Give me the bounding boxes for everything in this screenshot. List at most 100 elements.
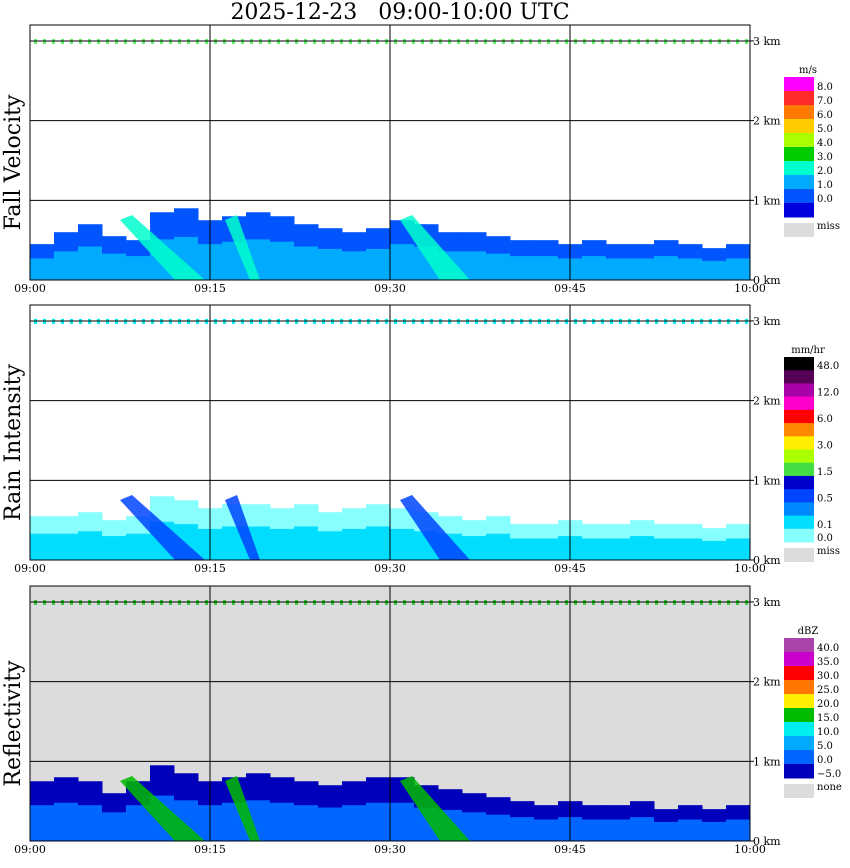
rain-intensity-colorbar-swatch bbox=[784, 515, 814, 530]
rain-intensity-colorbar-swatch bbox=[784, 502, 814, 517]
rain-intensity-colorbar-label: 0.5 bbox=[817, 493, 833, 504]
fall-velocity-echo-core bbox=[534, 256, 559, 280]
fall-velocity-echo-core bbox=[702, 260, 727, 280]
rain-intensity-fall-streak bbox=[120, 495, 205, 560]
fall-velocity-echo-core bbox=[462, 251, 487, 280]
fall-velocity-x-tick-label: 10:00 bbox=[734, 282, 766, 295]
fall-velocity-colorbar-swatch bbox=[784, 189, 814, 204]
fall-velocity-echo-core bbox=[606, 258, 631, 280]
fall-velocity-x-tick-label: 09:45 bbox=[554, 282, 586, 295]
rain-intensity-colorbar-swatch bbox=[784, 528, 814, 543]
fall-velocity-panel: 09:00 09:15 09:30 09:45 10:000 km 1 km 2 km 3 k… bbox=[1, 24, 840, 295]
rain-intensity-echo-core bbox=[318, 531, 343, 560]
rain-intensity-echo-core bbox=[654, 538, 679, 560]
rain-intensity-y-tick-label: 1 km bbox=[753, 474, 781, 487]
rain-intensity-echo-core bbox=[702, 540, 727, 560]
fall-velocity-y-tick-label: 3 km bbox=[753, 35, 781, 48]
fall-velocity-colorbar-swatch bbox=[784, 105, 814, 120]
reflectivity-colorbar-label: 10.0 bbox=[817, 727, 839, 738]
fall-velocity-colorbar-label: 7.0 bbox=[817, 96, 833, 107]
fall-velocity-colorbar-swatch bbox=[784, 175, 814, 190]
fall-velocity-colorbar-swatch bbox=[784, 133, 814, 148]
fall-velocity-echo-core bbox=[582, 256, 607, 280]
rain-intensity-echo-core bbox=[30, 533, 55, 560]
rain-intensity-echo-core bbox=[78, 531, 103, 560]
rain-intensity-echo-core bbox=[462, 536, 487, 560]
fall-velocity-x-tick-label: 09:00 bbox=[14, 282, 46, 295]
fall-velocity-frame bbox=[29, 24, 751, 281]
rain-intensity-colorbar-unit: mm/hr bbox=[791, 345, 825, 356]
reflectivity-x-tick-label: 09:45 bbox=[554, 843, 586, 856]
rain-intensity-frame bbox=[29, 304, 751, 561]
reflectivity-y-tick-label: 0 km bbox=[753, 835, 781, 848]
fall-velocity-colorbar-swatch bbox=[784, 147, 814, 162]
reflectivity-echo-core bbox=[606, 819, 631, 841]
reflectivity-echo-core bbox=[486, 814, 511, 841]
rain-intensity-echo-core bbox=[366, 526, 391, 560]
rain-intensity-colorbar-label: 1.5 bbox=[817, 467, 833, 478]
reflectivity-colorbar-swatch bbox=[784, 694, 814, 709]
fall-velocity-echo-core bbox=[270, 241, 295, 280]
reflectivity-colorbar-label: 35.0 bbox=[817, 657, 839, 668]
fall-velocity-x-tick-label: 09:30 bbox=[374, 282, 406, 295]
fall-velocity-colorbar-swatch bbox=[784, 161, 814, 176]
rain-intensity-colorbar-swatch bbox=[784, 409, 814, 424]
rain-intensity-echo-core bbox=[342, 528, 367, 560]
reflectivity-x-tick-label: 10:00 bbox=[734, 843, 766, 856]
rain-intensity-echo-core bbox=[726, 538, 751, 560]
rain-intensity-colorbar-label: 48.0 bbox=[817, 361, 839, 372]
fall-velocity-colorbar-miss-swatch bbox=[784, 223, 814, 237]
rain-intensity-echo-core bbox=[582, 538, 607, 560]
fall-velocity-colorbar-swatch bbox=[784, 203, 814, 218]
rain-intensity-colorbar-swatch bbox=[784, 423, 814, 437]
reflectivity-echo-core bbox=[510, 817, 535, 841]
reflectivity-fall-streak bbox=[400, 776, 470, 841]
rain-intensity-x-tick-label: 09:30 bbox=[374, 562, 406, 575]
reflectivity-x-tick-label: 09:00 bbox=[14, 843, 46, 856]
rain-intensity-x-tick-label: 09:00 bbox=[14, 562, 46, 575]
rain-intensity-echo-core bbox=[534, 538, 559, 560]
fall-velocity-colorbar-unit: m/s bbox=[799, 65, 817, 76]
reflectivity-colorbar-miss-label: none bbox=[817, 782, 842, 793]
rain-intensity-panel: 09:00 09:15 09:30 09:45 10:000 km 1 km 2 km 3 k… bbox=[1, 304, 840, 575]
reflectivity-y-tick-label: 1 km bbox=[753, 755, 781, 768]
rain-intensity-y-axis-label: Rain Intensity bbox=[1, 363, 26, 520]
reflectivity-colorbar-swatch bbox=[784, 736, 814, 751]
fall-velocity-echo-core bbox=[390, 244, 415, 280]
fall-velocity-colorbar-label: 2.0 bbox=[817, 166, 833, 177]
reflectivity-fall-streak bbox=[120, 776, 205, 841]
rain-intensity-echo-core bbox=[510, 538, 535, 560]
fall-velocity-echo-core bbox=[294, 246, 319, 280]
fall-velocity-echo-core bbox=[510, 256, 535, 280]
reflectivity-echo-core bbox=[702, 821, 727, 841]
reflectivity-colorbar-swatch bbox=[784, 666, 814, 681]
rain-intensity-colorbar-label: 0.0 bbox=[817, 533, 833, 544]
reflectivity-fall-streak bbox=[225, 776, 260, 841]
reflectivity-colorbar-label: 20.0 bbox=[817, 699, 839, 710]
reflectivity-colorbar-swatch bbox=[784, 750, 814, 765]
rain-intensity-echo-core bbox=[270, 528, 295, 560]
reflectivity-echo-core bbox=[126, 805, 151, 841]
rain-intensity-y-tick-label: 0 km bbox=[753, 554, 781, 567]
reflectivity-echo-core bbox=[582, 819, 607, 841]
rain-intensity-echo-core bbox=[294, 526, 319, 560]
reflectivity-x-tick-label: 09:30 bbox=[374, 843, 406, 856]
fall-velocity-echo-core bbox=[126, 256, 151, 280]
reflectivity-echo-core bbox=[390, 802, 415, 841]
rain-intensity-y-tick-label: 3 km bbox=[753, 315, 781, 328]
reflectivity-colorbar-swatch bbox=[784, 652, 814, 667]
fall-velocity-echo-core bbox=[366, 248, 391, 280]
fall-velocity-fall-streak bbox=[120, 215, 205, 280]
rain-intensity-colorbar-label: 3.0 bbox=[817, 441, 833, 452]
rain-intensity-x-tick-label: 09:45 bbox=[554, 562, 586, 575]
reflectivity-panel: 09:00 09:15 09:30 09:45 10:000 km 1 km 2 km 3 k… bbox=[1, 585, 842, 856]
rain-intensity-echo-core bbox=[630, 536, 655, 560]
fall-velocity-colorbar-label: 6.0 bbox=[817, 110, 833, 121]
rain-intensity-colorbar-swatch bbox=[784, 489, 814, 503]
reflectivity-colorbar-unit: dBZ bbox=[798, 626, 819, 637]
rain-intensity-colorbar-swatch bbox=[784, 357, 814, 371]
reflectivity-echo-core bbox=[78, 805, 103, 841]
reflectivity-echo-core bbox=[534, 819, 559, 841]
rain-intensity-colorbar-swatch bbox=[784, 436, 814, 450]
